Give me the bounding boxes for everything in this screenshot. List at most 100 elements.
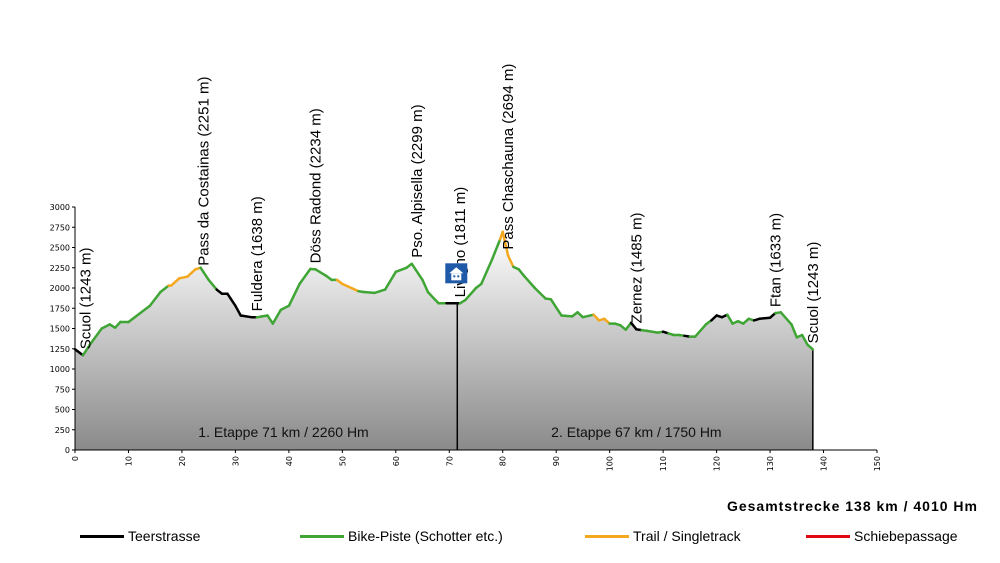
- legend-swatch-bike-piste: [300, 534, 344, 538]
- y-tick-label: 2750: [50, 223, 70, 232]
- profile-segment: [549, 298, 558, 309]
- x-tick-label: 130: [766, 456, 775, 471]
- profile-segment: [645, 329, 660, 334]
- profile-segment: [383, 270, 398, 291]
- x-tick-label: 20: [178, 456, 187, 466]
- x-tick-label: 0: [71, 456, 80, 461]
- profile-segment: [426, 290, 435, 299]
- place-labels: Scuol (1243 m) Pass da Costainas (2251 m)…: [78, 64, 822, 350]
- legend-swatch-schiebepassage: [806, 534, 850, 538]
- legend-label-teerstrasse: Teerstrasse: [128, 528, 201, 544]
- profile-segment: [790, 323, 799, 339]
- profile-segment: [202, 270, 210, 282]
- legend-swatch-trail: [585, 534, 629, 538]
- profile-segment: [89, 327, 103, 345]
- profile-segment: [501, 230, 510, 257]
- profile-segment: [169, 277, 181, 287]
- profile-segment: [271, 308, 283, 325]
- profile-segment: [480, 258, 494, 286]
- profile-segment: [464, 286, 478, 302]
- y-tick-label: 250: [55, 426, 70, 435]
- profile-segment: [73, 348, 85, 357]
- profile-segment: [490, 238, 502, 261]
- legend-item-bike-piste: Bike-Piste (Schotter etc.): [300, 528, 503, 544]
- legend-label-schiebepassage: Schiebepassage: [854, 528, 958, 544]
- profile-segment: [373, 288, 387, 295]
- profile-segment: [226, 292, 237, 308]
- y-tick-label: 0: [65, 446, 70, 455]
- profile-segment: [726, 313, 734, 325]
- profile-segment: [394, 266, 408, 274]
- y-tick-label: 1250: [50, 345, 70, 354]
- place-label: Zernez (1485 m): [628, 212, 645, 323]
- profile-segment: [298, 267, 312, 286]
- stage-label: 1. Etappe 71 km / 2260 Hm: [198, 424, 368, 440]
- profile-segment: [592, 313, 601, 322]
- profile-segment: [431, 296, 440, 305]
- hut-window: [453, 275, 456, 278]
- profile-segment: [522, 274, 537, 290]
- profile-segment: [629, 321, 638, 331]
- profile-segment: [234, 304, 242, 317]
- stage-labels: 1. Etappe 71 km / 2260 Hm 2. Etappe 67 km…: [198, 424, 721, 440]
- x-tick-label: 70: [445, 456, 454, 466]
- profile-segment: [100, 323, 112, 330]
- profile-segment: [186, 268, 197, 278]
- y-tick-label: 2000: [50, 284, 70, 293]
- profile-segment: [239, 314, 253, 319]
- profile-segment: [178, 275, 189, 280]
- x-tick-label: 50: [338, 456, 347, 466]
- x-tick-label: 80: [499, 456, 508, 466]
- x-tick-label: 110: [659, 456, 668, 471]
- profile-segment: [517, 268, 526, 278]
- profile-segment: [779, 311, 793, 326]
- profile-segment: [693, 323, 708, 338]
- profile-segment: [113, 320, 122, 329]
- legend-swatch-teerstrasse: [80, 534, 124, 538]
- x-tick-label: 150: [873, 456, 882, 471]
- hut-wall: [451, 273, 462, 281]
- profile-segment: [127, 304, 152, 324]
- profile-segment: [624, 321, 633, 331]
- y-tick-label: 2500: [50, 244, 70, 253]
- profile-segment: [421, 278, 430, 294]
- y-tick-label: 1000: [50, 365, 70, 374]
- place-label: Pso. Alpisella (2299 m): [409, 104, 426, 257]
- profile-fill: [75, 231, 813, 450]
- x-tick-label: 10: [124, 456, 133, 466]
- profile-area: [75, 231, 814, 450]
- y-tick-label: 1750: [50, 304, 70, 313]
- profile-segment: [362, 290, 376, 295]
- legend: Teerstrasse Bike-Piste (Schotter etc.) T…: [80, 528, 980, 550]
- profile-segment: [506, 254, 515, 269]
- profile-segment: [800, 333, 809, 346]
- profile-segment: [533, 286, 547, 300]
- place-label: Pass Chaschauna (2694 m): [500, 64, 517, 250]
- axes: 0250500750100012501500175020002250250027…: [50, 203, 882, 471]
- place-label: Döss Radond (2234 m): [308, 108, 325, 263]
- y-tick-label: 500: [55, 406, 70, 415]
- stage-label: 2. Etappe 67 km / 1750 Hm: [551, 424, 721, 440]
- x-tick-label: 40: [285, 456, 294, 466]
- profile-segment: [410, 262, 424, 282]
- profile-segment: [806, 343, 815, 351]
- profile-segment: [81, 341, 93, 357]
- x-tick-label: 120: [713, 456, 722, 471]
- legend-label-bike-piste: Bike-Piste (Schotter etc.): [348, 528, 503, 544]
- profile-segment: [279, 304, 291, 312]
- profile-segment: [314, 268, 328, 278]
- legend-label-trail: Trail / Singletrack: [633, 528, 741, 544]
- hut-icon: [445, 263, 468, 284]
- profile-segment: [207, 278, 218, 291]
- x-tick-label: 140: [820, 456, 829, 471]
- hut-roof: [449, 267, 464, 274]
- profile-segment: [581, 313, 595, 319]
- profile-segment: [554, 306, 563, 317]
- x-tick-label: 100: [606, 456, 615, 471]
- profile-segment: [159, 284, 170, 294]
- place-label: Pass da Costainas (2251 m): [195, 77, 212, 266]
- x-tick-label: 90: [552, 456, 561, 466]
- legend-item-teerstrasse: Teerstrasse: [80, 528, 200, 544]
- profile-segment: [148, 290, 162, 308]
